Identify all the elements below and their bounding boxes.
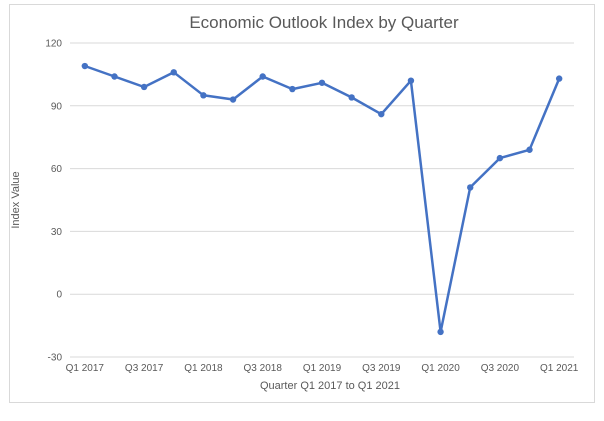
y-tick-label: 60	[51, 164, 63, 175]
x-tick-label: Q3 2019	[362, 363, 401, 374]
y-tick-label: 90	[51, 101, 63, 112]
x-tick-label: Q1 2021	[540, 363, 579, 374]
y-tick-label: 30	[51, 227, 63, 238]
data-point	[348, 94, 355, 101]
x-tick-label: Q1 2019	[303, 363, 342, 374]
x-tick-label: Q1 2020	[421, 363, 460, 374]
y-axis-ticks: -30 0 30 60 90 120	[45, 39, 62, 364]
x-tick-label: Q3 2018	[244, 363, 283, 374]
x-axis-ticks: Q1 2017 Q3 2017 Q1 2018 Q3 2018 Q1 2019 Q3 20…	[66, 363, 579, 374]
data-point	[111, 73, 118, 80]
series-layer	[81, 62, 563, 336]
x-tick-label: Q3 2017	[125, 363, 164, 374]
data-point	[259, 73, 266, 80]
data-point	[289, 85, 296, 93]
data-point	[170, 69, 177, 76]
data-point	[229, 96, 237, 103]
x-axis-label: Quarter Q1 2017 to Q1 2021	[260, 380, 400, 392]
data-point	[407, 77, 415, 84]
chart-title: Economic Outlook Index by Quarter	[189, 13, 459, 32]
data-point	[496, 154, 504, 162]
data-point	[81, 62, 89, 70]
gridlines	[70, 42, 574, 358]
y-axis-label: Index Value	[10, 171, 22, 228]
data-point	[555, 75, 563, 82]
y-tick-label: -30	[48, 353, 63, 364]
data-point	[140, 83, 148, 91]
data-point	[437, 328, 444, 336]
chart-area	[9, 4, 595, 403]
x-tick-label: Q1 2017	[66, 363, 105, 374]
data-point	[318, 79, 326, 86]
y-tick-label: 0	[56, 290, 62, 301]
data-point	[378, 110, 385, 118]
data-point	[200, 92, 207, 99]
x-tick-label: Q1 2018	[184, 363, 223, 374]
data-point	[467, 184, 474, 191]
y-tick-label: 120	[45, 39, 62, 50]
data-point	[526, 146, 533, 153]
x-tick-label: Q3 2020	[481, 363, 520, 374]
